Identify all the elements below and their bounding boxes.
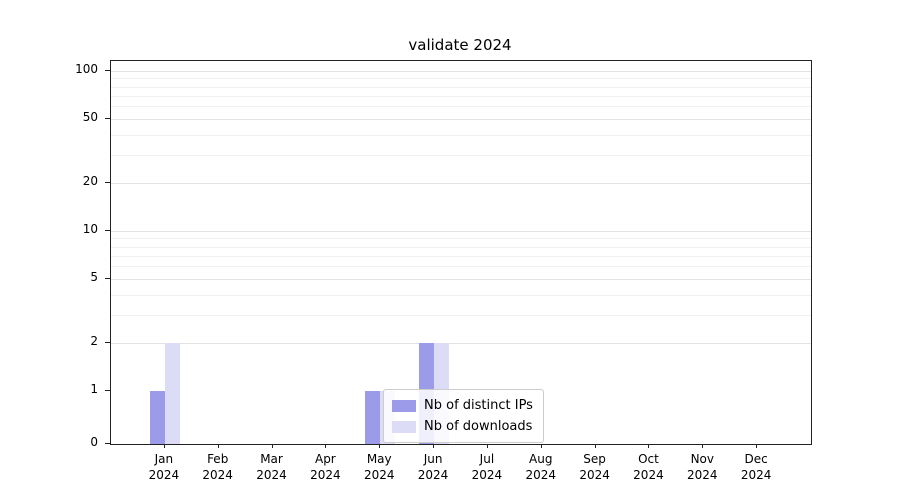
legend-swatch-downloads [392, 420, 416, 433]
y-tick [105, 70, 110, 71]
y-tick-label: 50 [82, 110, 98, 125]
gridline [111, 246, 811, 248]
legend: Nb of distinct IPs Nb of downloads [383, 389, 544, 443]
x-tick [433, 444, 435, 448]
gridline [111, 78, 811, 80]
x-tick-label: Jul 2024 [471, 452, 503, 482]
x-tick [486, 444, 488, 448]
gridline [111, 134, 811, 136]
x-tick-label: Dec 2024 [740, 452, 772, 482]
legend-label-downloads: Nb of downloads [424, 419, 533, 434]
legend-label-distinct-ips: Nb of distinct IPs [424, 398, 533, 413]
gridline [111, 279, 811, 281]
x-tick [648, 444, 650, 448]
y-tick-label: 0 [90, 435, 98, 449]
gridline [111, 342, 811, 344]
legend-item-distinct-ips: Nb of distinct IPs [392, 395, 533, 416]
y-tick-label: 5 [90, 270, 98, 285]
x-tick [163, 444, 165, 448]
bar-distinct-ips [365, 391, 381, 444]
x-tick [756, 444, 758, 448]
x-tick-label: Mar 2024 [256, 452, 287, 482]
gridline [111, 71, 811, 72]
gridline [111, 154, 811, 156]
plot-area [110, 60, 812, 445]
y-tick [105, 341, 110, 343]
x-tick-label: Oct 2024 [633, 452, 664, 482]
x-tick [379, 444, 381, 448]
gridline [111, 314, 811, 316]
y-tick-label: 2 [90, 333, 98, 348]
gridline [111, 106, 811, 108]
x-tick-label: Sep 2024 [579, 452, 610, 482]
x-tick [594, 444, 596, 448]
x-tick [702, 444, 704, 448]
x-tick-label: Feb 2024 [202, 452, 233, 482]
x-tick [217, 444, 219, 448]
y-tick [105, 278, 110, 280]
gridline [111, 266, 811, 268]
x-tick [540, 444, 542, 448]
x-tick [271, 444, 273, 448]
y-tick-label: 1 [90, 382, 98, 396]
x-tick [325, 444, 327, 448]
x-tick-label: Apr 2024 [310, 452, 341, 482]
x-tick-label: Nov 2024 [687, 452, 718, 482]
chart-title: validate 2024 [408, 36, 512, 54]
gridline [111, 231, 811, 232]
gridline [111, 255, 811, 257]
gridline [111, 238, 811, 240]
x-tick-label: May 2024 [363, 452, 395, 482]
legend-item-downloads: Nb of downloads [392, 416, 533, 437]
gridline [111, 119, 811, 121]
y-tick [105, 443, 110, 444]
legend-swatch-distinct-ips [392, 399, 416, 412]
gridline [111, 95, 811, 97]
y-tick-label: 100 [75, 62, 98, 76]
y-tick-label: 10 [82, 222, 98, 236]
x-tick-label: Jun 2024 [417, 452, 449, 482]
y-tick [105, 230, 110, 231]
gridline [111, 182, 811, 184]
bar-distinct-ips [149, 391, 165, 444]
gridline [111, 86, 811, 88]
gridline [111, 294, 811, 296]
x-tick-label: Aug 2024 [525, 452, 557, 482]
y-tick-label: 20 [82, 173, 98, 188]
x-tick-label: Jan 2024 [148, 452, 180, 482]
bar-downloads [164, 342, 180, 444]
y-tick [105, 390, 110, 391]
y-tick [105, 181, 110, 183]
y-tick [105, 118, 110, 120]
